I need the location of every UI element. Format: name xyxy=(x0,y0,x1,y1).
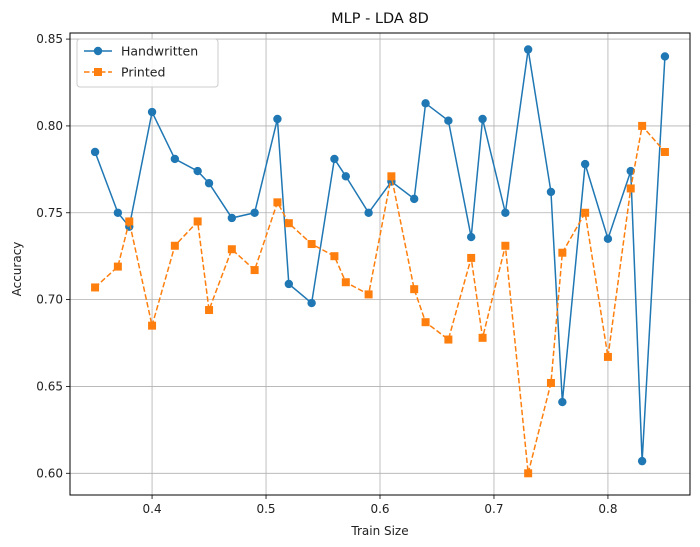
data-point-printed xyxy=(660,147,669,156)
data-point-printed xyxy=(546,378,555,387)
data-point-handwritten xyxy=(90,147,100,157)
data-point-handwritten xyxy=(341,172,351,181)
data-point-printed xyxy=(478,333,487,342)
data-point-printed xyxy=(410,285,419,294)
data-point-handwritten xyxy=(660,52,670,61)
data-point-printed xyxy=(467,253,476,262)
data-point-printed xyxy=(581,208,590,217)
data-point-printed xyxy=(148,321,157,330)
data-point-printed xyxy=(330,252,339,261)
y-tick-label: 0.80 xyxy=(36,119,63,133)
data-point-printed xyxy=(558,248,567,257)
legend-box xyxy=(76,38,219,88)
data-point-handwritten xyxy=(546,187,556,197)
data-point-handwritten xyxy=(580,159,590,169)
data-point-handwritten xyxy=(558,397,567,407)
y-tick-label: 0.75 xyxy=(36,206,63,220)
data-point-printed xyxy=(626,184,635,193)
data-point-handwritten xyxy=(444,116,453,125)
data-point-handwritten xyxy=(364,208,373,217)
y-axis-label: Accuracy xyxy=(10,242,24,297)
data-point-handwritten xyxy=(147,107,157,117)
data-point-printed xyxy=(364,290,373,299)
data-point-printed xyxy=(205,306,214,315)
data-point-printed xyxy=(603,352,612,361)
data-point-handwritten xyxy=(421,99,430,108)
data-point-handwritten xyxy=(330,154,339,164)
series-printed xyxy=(91,121,669,478)
data-point-handwritten xyxy=(284,279,294,289)
data-point-handwritten xyxy=(113,208,123,217)
series-line-printed xyxy=(94,124,666,474)
data-point-printed xyxy=(193,217,202,226)
y-tick-label: 0.70 xyxy=(36,293,63,307)
data-point-handwritten xyxy=(193,166,202,176)
data-point-handwritten xyxy=(637,456,647,466)
chart-title: MLP - LDA 8D xyxy=(331,11,429,27)
x-tick-label: 0.4 xyxy=(143,502,162,516)
data-point-handwritten xyxy=(466,232,476,242)
series-line-handwritten xyxy=(94,49,666,462)
x-tick-label: 0.8 xyxy=(598,502,617,516)
data-point-handwritten xyxy=(250,208,259,217)
data-point-handwritten xyxy=(273,114,282,124)
legend: Handwritten Printed xyxy=(76,38,219,88)
data-point-printed xyxy=(125,217,134,226)
data-point-printed xyxy=(638,121,647,130)
data-point-printed xyxy=(113,262,122,271)
data-point-handwritten xyxy=(307,298,316,308)
data-point-printed xyxy=(273,198,282,207)
series xyxy=(90,45,670,478)
x-tick-label: 0.6 xyxy=(370,502,389,516)
y-tick-label: 0.60 xyxy=(36,466,63,480)
data-point-handwritten xyxy=(227,213,237,223)
data-point-printed xyxy=(307,240,316,249)
data-point-printed xyxy=(501,241,510,250)
data-point-printed xyxy=(250,266,259,275)
x-tick-label: 0.7 xyxy=(484,502,503,516)
data-point-printed xyxy=(227,245,236,254)
legend-marker-handwritten xyxy=(93,46,103,56)
data-point-handwritten xyxy=(204,179,214,188)
legend-item-handwritten: Handwritten xyxy=(84,44,198,59)
data-point-printed xyxy=(284,219,293,228)
y-tick-label: 0.65 xyxy=(36,379,63,393)
data-point-handwritten xyxy=(409,194,419,204)
grid xyxy=(70,33,690,495)
data-point-printed xyxy=(170,241,179,250)
x-axis-label: Train Size xyxy=(350,524,408,538)
data-point-handwritten xyxy=(603,234,613,244)
x-tick-label: 0.5 xyxy=(256,502,275,516)
x-axis: 0.4 0.5 0.6 0.7 0.8 xyxy=(143,495,617,516)
data-point-printed xyxy=(91,283,100,292)
y-tick-label: 0.85 xyxy=(36,32,63,46)
legend-label-handwritten: Handwritten xyxy=(121,44,198,59)
legend-label-printed: Printed xyxy=(121,65,165,80)
data-point-handwritten xyxy=(170,154,180,164)
data-point-printed xyxy=(421,318,430,327)
data-point-handwritten xyxy=(523,45,533,54)
data-point-handwritten xyxy=(478,114,487,124)
data-point-printed xyxy=(341,278,350,287)
y-axis: 0.60 0.65 0.70 0.75 0.80 0.85 xyxy=(36,32,70,480)
data-point-printed xyxy=(444,335,453,344)
legend-marker-printed xyxy=(94,68,102,76)
data-point-printed xyxy=(524,469,533,478)
data-point-handwritten xyxy=(501,208,510,217)
legend-item-printed: Printed xyxy=(84,65,165,80)
data-point-printed xyxy=(387,172,396,181)
